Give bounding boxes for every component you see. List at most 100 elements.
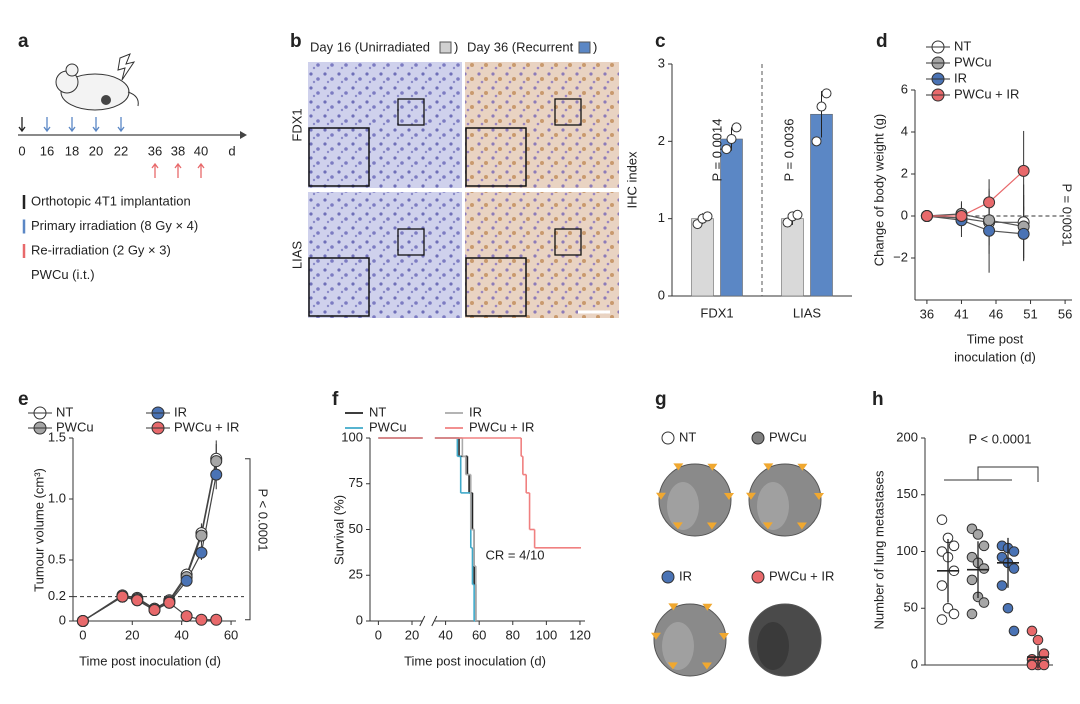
y-axis-label: IHC index [624, 151, 639, 209]
panel-letter: e [18, 389, 29, 410]
metastasis-marker [656, 492, 667, 500]
data-point [955, 210, 968, 222]
metastasis-marker [746, 492, 757, 500]
zoom-box [554, 228, 582, 256]
metastasis-marker [763, 463, 774, 471]
data-point [978, 540, 990, 552]
timeline-label: 22 [114, 143, 128, 158]
timeline-label: 16 [40, 143, 54, 158]
series-line [926, 215, 1024, 223]
significance-bracket [944, 466, 1039, 482]
timeline-label: 38 [171, 143, 185, 158]
data-point [195, 529, 208, 542]
legend-text: PWCu [954, 54, 992, 69]
group-label: NT [679, 429, 696, 444]
metastasis-marker [724, 493, 734, 500]
panel-letter: h [872, 389, 884, 410]
x-axis-label: Time post [967, 331, 1024, 346]
metastasis-marker [702, 603, 713, 611]
group-swatch [751, 570, 765, 584]
legend-text: NT [56, 404, 73, 419]
timeline-arrow [92, 117, 100, 133]
inset [465, 127, 527, 187]
timeline-arrow [68, 117, 76, 133]
y-tick-label: 6 [901, 81, 908, 96]
data-point [76, 615, 89, 627]
significance-bracket [245, 458, 251, 621]
lung-lobe [667, 482, 699, 530]
y-tick-label: 0 [356, 612, 363, 627]
metastasis-marker [701, 662, 712, 670]
y-tick-label: 50 [349, 521, 363, 536]
data-point [726, 134, 737, 145]
x-tick-label: FDX1 [700, 305, 733, 320]
data-point [702, 211, 713, 222]
annotation: P < 0.0001 [968, 431, 1031, 446]
group-label: PWCu + IR [769, 568, 834, 583]
column-label: ) [454, 39, 458, 54]
data-point [131, 594, 144, 607]
x-tick-label: 56 [1058, 306, 1072, 321]
y-axis-label: Survival (%) [331, 495, 346, 565]
legend-text: PWCu + IR [174, 419, 239, 434]
x-tick-label: 36 [920, 306, 934, 321]
x-axis-label: inoculation (d) [954, 349, 1036, 364]
data-point [1038, 659, 1050, 671]
data-point [148, 604, 161, 617]
legend-text: IR [954, 70, 967, 85]
legend-text: PWCu + IR [469, 419, 534, 434]
metastasis-marker [719, 633, 729, 640]
data-point [163, 596, 176, 609]
column-label: Day 36 (Recurrent [467, 39, 574, 54]
x-tick-label: LIAS [793, 305, 822, 320]
mouse-illustration [55, 53, 139, 111]
mouse-ear [65, 63, 79, 77]
data-point [816, 101, 827, 112]
data-point [920, 210, 933, 222]
panel-letter: g [655, 389, 667, 410]
metastasis-marker [667, 662, 678, 670]
timeline-arrow [197, 162, 205, 178]
inset [465, 257, 527, 317]
panel-letter: d [876, 31, 888, 52]
x-tick-label: 20 [405, 627, 419, 642]
lung-lobe [757, 482, 789, 530]
data-point [978, 597, 990, 608]
data-point [936, 514, 948, 526]
x-tick-label: 41 [954, 306, 968, 321]
column-label: ) [593, 39, 597, 54]
legend-text: PWCu (i.t.) [31, 267, 95, 282]
timeline-arrow [43, 117, 51, 133]
group-label: IR [679, 568, 692, 583]
timeline-arrow [18, 117, 26, 133]
metastasis-marker [797, 463, 808, 471]
data-point [731, 122, 742, 133]
y-tick-label: 1 [658, 210, 665, 225]
data-point [210, 468, 223, 481]
y-tick-label: 3 [658, 55, 665, 70]
legend-text: Re-irradiation (2 Gy × 3) [31, 242, 171, 257]
group-label: PWCu [769, 429, 807, 444]
row-label: FDX1 [289, 108, 304, 141]
data-point [1017, 164, 1030, 177]
annotation: P = 0.0014 [709, 118, 724, 181]
x-axis-label: Time post inoculation (d) [79, 653, 221, 668]
data-point [1008, 563, 1020, 574]
metastasis-marker [814, 493, 824, 500]
legend-text: PWCu [56, 419, 94, 434]
timeline-label: 36 [148, 143, 162, 158]
data-point [210, 613, 223, 626]
annotation: P < 0.0001 [256, 488, 271, 551]
zoom-box [554, 98, 582, 126]
data-point [721, 144, 732, 155]
x-tick-label: 20 [125, 627, 139, 642]
y-tick-label: 75 [349, 475, 363, 490]
data-point [1017, 227, 1030, 240]
y-axis-label: Change of body weight (g) [871, 114, 886, 266]
column-swatch [578, 41, 591, 54]
legend-text: Orthotopic 4T1 implantation [31, 193, 191, 208]
axis-break-gap [422, 434, 435, 444]
panel-letter: b [290, 31, 302, 52]
x-tick-label: 100 [536, 627, 558, 642]
y-tick-label: −2 [893, 249, 908, 264]
